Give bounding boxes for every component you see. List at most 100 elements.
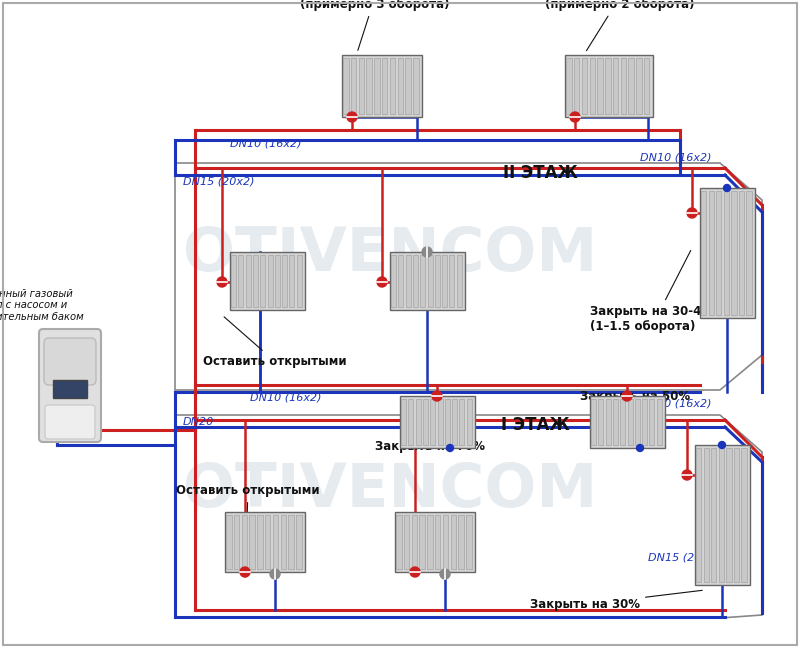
Text: Закрыть на 50%: Закрыть на 50%: [580, 390, 690, 403]
Text: OTIVENCOM: OTIVENCOM: [183, 461, 597, 520]
Bar: [274, 255, 280, 307]
Bar: [258, 515, 262, 569]
Bar: [739, 191, 744, 315]
Bar: [704, 448, 709, 582]
Text: II ЭТАЖ: II ЭТАЖ: [502, 164, 578, 182]
Bar: [459, 399, 465, 445]
Text: Закрыть на 30-40%
(1–1.5 оборота): Закрыть на 30-40% (1–1.5 оборота): [590, 251, 722, 333]
Text: Закрыть на 70%
(примерно 3 оборота): Закрыть на 70% (примерно 3 оборота): [300, 0, 450, 51]
Bar: [644, 58, 650, 114]
Bar: [400, 396, 475, 448]
Bar: [265, 515, 270, 569]
Bar: [226, 515, 232, 569]
Bar: [709, 191, 714, 315]
Bar: [246, 255, 250, 307]
Bar: [734, 448, 739, 582]
Bar: [598, 58, 602, 114]
Text: DN10 (16x2): DN10 (16x2): [640, 399, 711, 409]
Bar: [435, 515, 441, 569]
Circle shape: [440, 569, 450, 579]
Bar: [566, 58, 572, 114]
Bar: [413, 255, 418, 307]
FancyBboxPatch shape: [44, 338, 96, 385]
Text: DN20: DN20: [183, 417, 214, 427]
Bar: [458, 515, 464, 569]
Circle shape: [570, 112, 580, 122]
Bar: [700, 188, 755, 318]
Bar: [711, 448, 717, 582]
Bar: [423, 399, 428, 445]
Bar: [427, 515, 433, 569]
Bar: [598, 399, 603, 445]
Text: Закрыть на 30%: Закрыть на 30%: [530, 590, 702, 611]
Bar: [642, 399, 647, 445]
Circle shape: [240, 567, 250, 577]
Bar: [726, 448, 731, 582]
Bar: [442, 255, 447, 307]
Bar: [438, 399, 442, 445]
Bar: [413, 58, 418, 114]
Bar: [724, 191, 729, 315]
Bar: [396, 515, 402, 569]
Bar: [434, 255, 440, 307]
Circle shape: [217, 277, 227, 287]
Text: DN15 (20x2): DN15 (20x2): [648, 553, 719, 563]
Circle shape: [682, 470, 692, 480]
Bar: [408, 399, 414, 445]
Text: Оставить открытыми: Оставить открытыми: [203, 317, 347, 368]
Circle shape: [347, 112, 357, 122]
Bar: [242, 515, 247, 569]
Bar: [606, 399, 610, 445]
Bar: [718, 448, 724, 582]
Bar: [742, 448, 746, 582]
Bar: [390, 58, 395, 114]
Bar: [445, 399, 450, 445]
Bar: [231, 255, 236, 307]
Bar: [260, 255, 266, 307]
Text: DN10 (16x2): DN10 (16x2): [640, 153, 711, 163]
Bar: [701, 191, 706, 315]
Bar: [398, 255, 403, 307]
Bar: [620, 399, 626, 445]
Bar: [234, 515, 239, 569]
Circle shape: [410, 567, 420, 577]
Bar: [390, 252, 465, 310]
Bar: [288, 515, 294, 569]
Bar: [657, 399, 662, 445]
Bar: [627, 399, 633, 445]
Bar: [582, 58, 587, 114]
Bar: [696, 448, 702, 582]
Bar: [391, 255, 396, 307]
Bar: [267, 255, 273, 307]
FancyBboxPatch shape: [39, 329, 101, 442]
Text: DN10 (16x2): DN10 (16x2): [250, 393, 322, 403]
Text: OTIVENCOM: OTIVENCOM: [183, 226, 597, 284]
Bar: [366, 58, 372, 114]
Bar: [281, 515, 286, 569]
Bar: [574, 58, 579, 114]
Bar: [420, 255, 426, 307]
Bar: [343, 58, 349, 114]
Bar: [634, 399, 640, 445]
Bar: [636, 58, 642, 114]
Bar: [398, 58, 403, 114]
Bar: [273, 515, 278, 569]
Bar: [613, 58, 618, 114]
Circle shape: [622, 391, 632, 401]
Text: Закрыть на 70%: Закрыть на 70%: [375, 396, 485, 453]
Bar: [450, 515, 456, 569]
Bar: [412, 515, 417, 569]
Bar: [590, 58, 595, 114]
Text: Настенный газовый
котел с насосом и
расширительным баком: Настенный газовый котел с насосом и расш…: [0, 289, 84, 322]
Bar: [613, 399, 618, 445]
Bar: [225, 512, 305, 572]
Circle shape: [723, 185, 730, 192]
Bar: [621, 58, 626, 114]
Bar: [230, 252, 305, 310]
Text: DN15 (20x2): DN15 (20x2): [183, 177, 254, 187]
Bar: [404, 515, 410, 569]
Bar: [395, 512, 475, 572]
Bar: [53, 380, 87, 398]
Bar: [419, 515, 425, 569]
Bar: [442, 515, 448, 569]
